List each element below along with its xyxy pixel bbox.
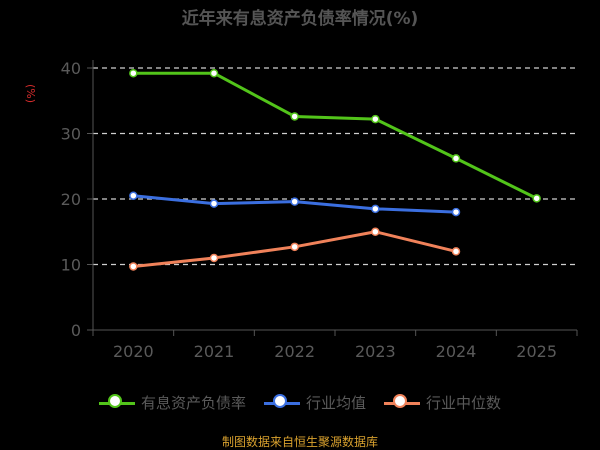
data-point-1-2023 — [371, 204, 380, 214]
data-point-2-2023 — [371, 227, 380, 236]
x-tick-label-2021: 2021 — [194, 342, 235, 361]
x-tick-label-2020: 2020 — [113, 342, 154, 361]
y-tick-label-0: 0 — [71, 321, 81, 340]
data-point-1-2021 — [209, 199, 219, 208]
legend-swatch-2 — [384, 393, 420, 410]
legend-label-0: 有息资产负债率 — [140, 394, 246, 412]
legend-item-1[interactable]: 行业均值 — [263, 392, 366, 413]
legend-item-2[interactable]: 行业中位数 — [384, 392, 501, 413]
data-point-0-2021 — [209, 68, 219, 78]
legend-swatch-dot-2 — [393, 393, 407, 408]
data-point-2-2020 — [129, 262, 138, 271]
y-tick-label-40: 40 — [61, 59, 81, 78]
legend-label-1: 行业均值 — [305, 394, 366, 412]
data-point-2-2024 — [451, 247, 461, 256]
data-point-0-2023 — [371, 114, 380, 124]
y-tick-label-20: 20 — [61, 190, 81, 209]
data-point-0-2022 — [290, 112, 299, 121]
y-tick-label-30: 30 — [61, 125, 81, 144]
data-point-0-2020 — [129, 68, 138, 78]
data-point-0-2025 — [532, 194, 541, 203]
legend-swatch-0 — [98, 393, 135, 410]
data-point-1-2022 — [290, 197, 299, 206]
data-source-note: 制图数据来自恒生聚源数据库 — [221, 435, 378, 449]
legend-label-2: 行业中位数 — [426, 394, 502, 412]
chart-legend: 有息资产负债率 行业均值 行业中位数 — [0, 392, 600, 413]
x-tick-label-2025: 2025 — [516, 342, 557, 361]
x-tick-label-2023: 2023 — [355, 342, 396, 361]
data-point-2-2022 — [290, 242, 299, 252]
data-point-1-2020 — [129, 191, 138, 200]
legend-swatch-1 — [263, 393, 300, 410]
data-point-1-2024 — [451, 207, 461, 217]
legend-item-0[interactable]: 有息资产负债率 — [98, 392, 246, 413]
legend-swatch-dot-1 — [272, 393, 287, 408]
data-point-0-2024 — [451, 154, 461, 163]
y-tick-label-10: 10 — [61, 256, 81, 275]
series-line-0 — [133, 71, 538, 200]
chart-title: 近年来有息资产负债率情况(%) — [181, 9, 419, 29]
legend-swatch-dot-0 — [107, 393, 122, 408]
data-point-2-2021 — [209, 253, 219, 263]
x-tick-label-2022: 2022 — [274, 342, 315, 361]
x-tick-label-2024: 2024 — [436, 342, 477, 361]
